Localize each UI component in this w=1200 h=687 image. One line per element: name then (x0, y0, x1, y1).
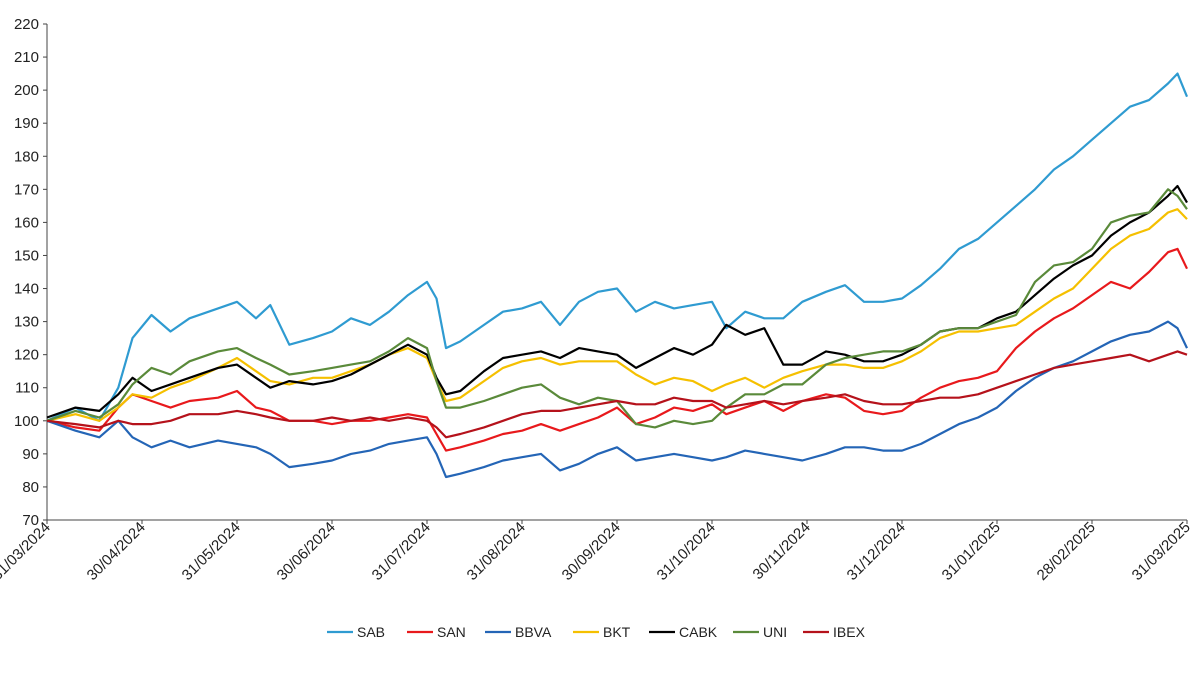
series-lines (46, 72, 1189, 479)
series-line-ibex (46, 350, 1188, 439)
x-axis-ticks: 31/03/2024 30/04/2024 31/05/2024 30/06/2024… (0, 519, 1194, 584)
x-tick-label: 30/06/2024 (274, 519, 339, 584)
legend-label: BBVA (515, 624, 552, 640)
y-tick-label: 180 (14, 148, 39, 165)
x-tick-label: 30/09/2024 (559, 519, 624, 584)
legend-label: IBEX (833, 624, 866, 640)
y-tick-label: 100 (14, 413, 39, 430)
y-tick-label: 150 (14, 247, 39, 264)
series-line-uni (46, 188, 1188, 429)
y-tick-label: 190 (14, 115, 39, 132)
y-axis-ticks: 70 80 90 100 110 120 130 140 150 160 170 180 190 200 2… (14, 16, 47, 529)
y-tick-label: 120 (14, 347, 39, 364)
y-tick-label: 80 (22, 479, 39, 496)
y-tick-label: 130 (14, 314, 39, 331)
x-tick-label: 31/03/2025 (1129, 519, 1194, 584)
x-tick-label: 31/01/2025 (939, 519, 1004, 584)
x-tick-label: 30/11/2024 (750, 519, 814, 583)
x-tick-label: 31/05/2024 (179, 519, 244, 584)
legend-item-uni: UNI (733, 624, 787, 640)
legend: SAB SAN BBVA BKT CABK UNI IBEX (327, 624, 866, 640)
legend-label: SAN (437, 624, 466, 640)
legend-item-cabk: CABK (649, 624, 718, 640)
y-tick-label: 140 (14, 281, 39, 298)
legend-item-bkt: BKT (573, 624, 631, 640)
x-tick-label: 28/02/2025 (1034, 519, 1099, 584)
series-line-san (46, 247, 1188, 452)
series-line-bbva (46, 320, 1188, 479)
legend-item-ibex: IBEX (803, 624, 866, 640)
y-tick-label: 220 (14, 16, 39, 33)
legend-label: CABK (679, 624, 718, 640)
legend-label: BKT (603, 624, 631, 640)
legend-item-sab: SAB (327, 624, 385, 640)
y-tick-label: 90 (22, 446, 39, 463)
y-tick-label: 200 (14, 82, 39, 99)
y-tick-label: 170 (14, 181, 39, 198)
x-tick-label: 31/10/2024 (654, 519, 719, 584)
legend-item-san: SAN (407, 624, 466, 640)
legend-label: SAB (357, 624, 385, 640)
y-tick-label: 110 (15, 380, 39, 397)
y-tick-label: 160 (14, 214, 39, 231)
x-tick-label: 30/04/2024 (84, 519, 149, 584)
legend-item-bbva: BBVA (485, 624, 552, 640)
series-line-bkt (46, 208, 1188, 422)
legend-label: UNI (763, 624, 787, 640)
series-line-cabk (46, 184, 1188, 419)
series-line-sab (46, 72, 1189, 422)
x-tick-label: 31/12/2024 (844, 519, 909, 584)
x-tick-label: 31/08/2024 (464, 519, 529, 584)
y-tick-label: 70 (22, 512, 39, 529)
x-tick-label: 31/07/2024 (369, 519, 434, 584)
y-tick-label: 210 (14, 49, 39, 66)
